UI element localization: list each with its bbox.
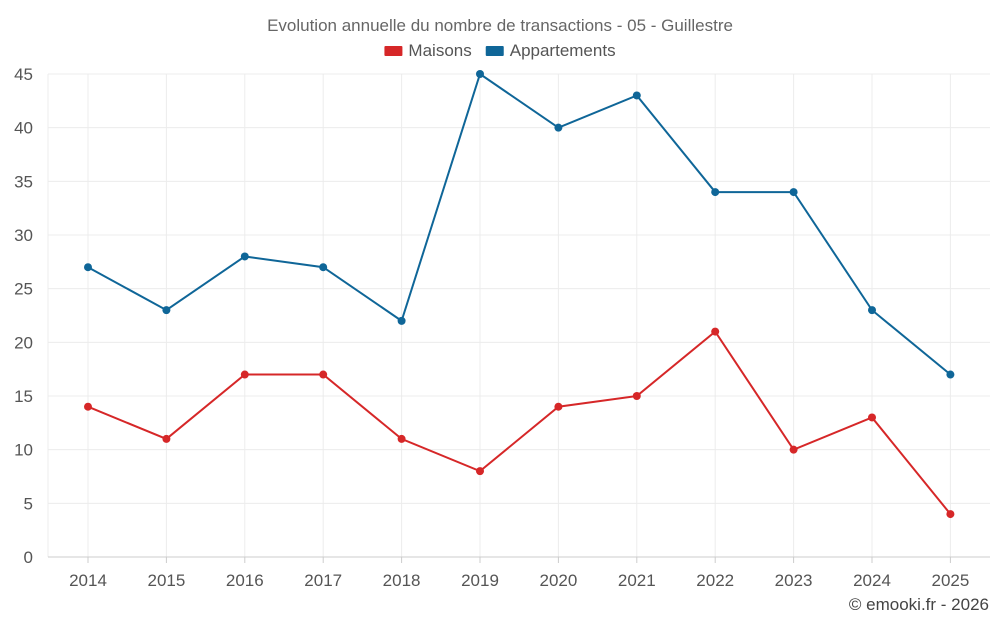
data-point-appartements[interactable] <box>240 252 249 261</box>
y-axis-ticks: 0 5 10 15 20 25 30 35 40 45 <box>14 65 33 567</box>
y-tick-label: 30 <box>14 226 33 245</box>
data-point-maisons[interactable] <box>319 370 328 379</box>
y-tick-label: 15 <box>14 387 33 406</box>
data-point-maisons[interactable] <box>789 445 798 454</box>
x-tick-label: 2018 <box>383 571 421 590</box>
data-point-appartements[interactable] <box>711 188 720 197</box>
data-point-appartements[interactable] <box>789 188 798 197</box>
data-point-maisons[interactable] <box>632 392 641 400</box>
data-point-appartements[interactable] <box>319 263 328 272</box>
y-tick-label: 20 <box>14 333 33 352</box>
data-point-maisons[interactable] <box>397 434 406 443</box>
legend-item-appartements[interactable]: Appartements <box>485 41 616 60</box>
data-point-maisons[interactable] <box>946 510 955 519</box>
data-point-maisons[interactable] <box>868 413 876 422</box>
x-axis-ticks: 2014 2015 2016 2017 2018 2019 2020 2021 2022 2023… <box>69 557 969 590</box>
data-point-maisons[interactable] <box>711 327 720 336</box>
x-tick-label: 2016 <box>226 571 264 590</box>
x-tick-label: 2019 <box>461 571 499 590</box>
series-group <box>84 70 955 519</box>
data-point-appartements[interactable] <box>554 123 563 132</box>
x-tick-label: 2023 <box>775 571 813 590</box>
y-tick-label: 10 <box>14 441 33 460</box>
y-tick-label: 35 <box>14 172 33 191</box>
y-tick-label: 40 <box>14 119 33 138</box>
chart-title: Evolution annuelle du nombre de transact… <box>267 16 733 35</box>
legend-item-maisons[interactable]: Maisons <box>384 41 472 60</box>
data-point-appartements[interactable] <box>476 70 484 78</box>
data-point-appartements[interactable] <box>868 306 876 315</box>
data-point-maisons[interactable] <box>162 434 171 443</box>
x-tick-label: 2024 <box>853 571 891 590</box>
legend-swatch <box>384 46 403 56</box>
y-tick-label: 0 <box>24 548 33 567</box>
x-tick-label: 2020 <box>539 571 577 590</box>
grid <box>47 73 990 558</box>
y-tick-label: 25 <box>14 280 33 299</box>
legend: Maisons Appartements <box>384 41 616 60</box>
data-point-maisons[interactable] <box>240 370 249 379</box>
x-tick-label: 2022 <box>696 571 734 590</box>
data-point-appartements[interactable] <box>946 370 955 379</box>
x-tick-label: 2014 <box>69 571 107 590</box>
series-line-maisons <box>87 330 952 515</box>
data-point-appartements[interactable] <box>632 91 641 100</box>
legend-label: Appartements <box>510 41 616 60</box>
x-tick-label: 2017 <box>304 571 342 590</box>
legend-label: Maisons <box>408 41 471 60</box>
x-tick-label: 2021 <box>618 571 656 590</box>
legend-swatch <box>485 46 504 56</box>
data-point-appartements[interactable] <box>84 263 92 272</box>
data-point-appartements[interactable] <box>397 316 406 325</box>
data-point-maisons[interactable] <box>554 402 563 411</box>
x-tick-label: 2025 <box>931 571 969 590</box>
data-point-maisons[interactable] <box>84 402 92 411</box>
x-tick-label: 2015 <box>147 571 185 590</box>
credit-text: © emooki.fr - 2026 <box>849 595 989 614</box>
data-point-appartements[interactable] <box>162 306 171 315</box>
series-line-appartements <box>87 72 952 376</box>
y-tick-label: 5 <box>24 494 33 513</box>
data-point-maisons[interactable] <box>476 467 484 476</box>
y-tick-label: 45 <box>14 65 33 84</box>
